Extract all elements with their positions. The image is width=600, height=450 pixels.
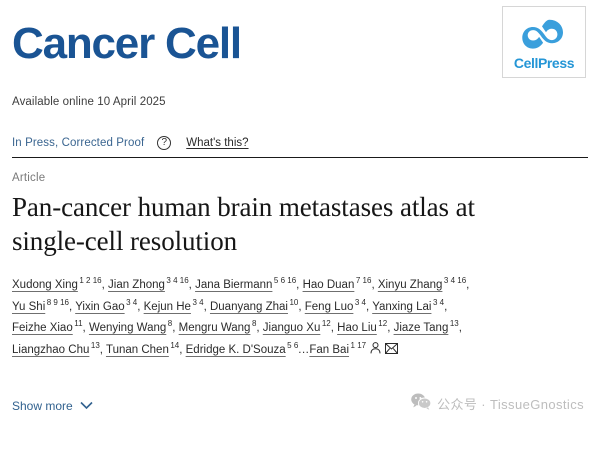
author-entry: Tunan Chen 14,	[105, 340, 186, 356]
author-separator: ,	[296, 279, 303, 292]
author-entry: Mengru Wang 8,	[178, 319, 263, 335]
author-name-link[interactable]: Liangzhao Chu	[12, 343, 90, 356]
author-entry: Yanxing Lai 3 4,	[372, 297, 448, 313]
author-name-link[interactable]: Edridge K. D'Souza	[185, 343, 286, 356]
author-separator: ,	[366, 300, 373, 313]
author-entry: Kejun He 3 4,	[143, 297, 210, 313]
author-name-link[interactable]: Hao Duan	[302, 279, 355, 292]
author-name-link[interactable]: Kejun He	[143, 300, 191, 313]
author-name-link[interactable]: Hao Liu	[337, 322, 377, 335]
author-name-link[interactable]: Xudong Xing	[12, 279, 78, 292]
author-separator: ,	[188, 279, 196, 292]
page-title: Pan-cancer human brain metastases atlas …	[12, 192, 475, 257]
author-name-link[interactable]: Wenying Wang	[88, 322, 167, 335]
whats-this-link[interactable]: What's this?	[186, 137, 249, 149]
author-entry: Xinyu Zhang 3 4 16,	[377, 276, 470, 292]
author-separator: ,	[444, 300, 448, 313]
author-entry: Yixin Gao 3 4,	[75, 297, 144, 313]
author-entry: Xudong Xing 1 2 16,	[12, 276, 109, 292]
status-badge: In Press, Corrected Proof	[12, 137, 145, 149]
author-line: Feizhe Xiao 11, Wenying Wang 8, Mengru Wan…	[12, 318, 588, 340]
cellpress-wordmark: CellPress	[513, 54, 575, 71]
author-separator: ,	[99, 343, 106, 356]
author-entry: Wenying Wang 8,	[88, 319, 179, 335]
author-entry: Hao Duan 7 16,	[302, 276, 378, 292]
show-more-label: Show more	[12, 399, 73, 413]
author-line: Liangzhao Chu 13, Tunan Chen 14, Edridge K…	[12, 340, 588, 363]
journal-title[interactable]: Cancer Cell	[12, 19, 242, 68]
author-entry: Duanyang Zhai 10,	[209, 297, 305, 313]
author-entry: Fan Bai 1 17	[309, 340, 367, 356]
author-entry: Edridge K. D'Souza 5 6...	[185, 340, 310, 356]
author-profile-icon[interactable]	[370, 341, 381, 363]
author-separator: ,	[458, 322, 462, 335]
author-name-link[interactable]: Jian Zhong	[108, 279, 165, 292]
author-separator: ,	[466, 279, 470, 292]
author-separator: ,	[371, 279, 378, 292]
author-separator: ,	[179, 343, 186, 356]
author-separator: ,	[172, 322, 179, 335]
author-entry: Feng Luo 3 4,	[304, 297, 373, 313]
author-entry: Jiaze Tang 13,	[393, 319, 462, 335]
available-online-text: Available online 10 April 2025	[12, 96, 166, 108]
author-name-link[interactable]: Tunan Chen	[105, 343, 169, 356]
author-name-link[interactable]: Xinyu Zhang	[377, 279, 443, 292]
article-type-label: Article	[12, 172, 46, 184]
watermark-text: 公众号 · TissueGnostics	[437, 396, 584, 412]
publication-status-row: In Press, Corrected Proof ? What's this?	[12, 133, 588, 153]
author-separator: ,	[69, 300, 76, 313]
author-separator: ,	[137, 300, 144, 313]
author-name-link[interactable]: Duanyang Zhai	[209, 300, 288, 313]
author-separator: ,	[82, 322, 89, 335]
wechat-icon	[411, 393, 432, 413]
author-list: Xudong Xing 1 2 16, Jian Zhong 3 4 16, Jan…	[12, 275, 588, 362]
author-name-link[interactable]: Yanxing Lai	[372, 300, 432, 313]
chevron-down-icon	[80, 399, 93, 413]
author-separator: ,	[101, 279, 109, 292]
author-name-link[interactable]: Feizhe Xiao	[12, 322, 73, 335]
cellpress-logo[interactable]: CellPress	[502, 6, 586, 78]
author-separator: ,	[298, 300, 305, 313]
author-name-link[interactable]: Yixin Gao	[75, 300, 125, 313]
question-circle-icon[interactable]: ?	[157, 136, 172, 150]
author-entry: Jianguo Xu 12,	[262, 319, 338, 335]
author-name-link[interactable]: Feng Luo	[304, 300, 354, 313]
author-separator: ,	[256, 322, 263, 335]
author-name-link[interactable]: Mengru Wang	[178, 322, 251, 335]
author-entry: Liangzhao Chu 13,	[12, 340, 106, 356]
author-entry: Jian Zhong 3 4 16,	[108, 276, 196, 292]
header-divider	[12, 157, 588, 158]
author-entry: Yu Shi 8 9 16,	[12, 297, 76, 313]
show-more-button[interactable]: Show more	[12, 399, 93, 413]
author-name-link[interactable]: Jiaze Tang	[393, 322, 449, 335]
author-separator: ,	[330, 322, 338, 335]
author-separator: ,	[203, 300, 210, 313]
author-line: Xudong Xing 1 2 16, Jian Zhong 3 4 16, Jan…	[12, 275, 588, 297]
author-line: Yu Shi 8 9 16, Yixin Gao 3 4, Kejun He 3 4,…	[12, 297, 588, 319]
author-name-link[interactable]: Jana Biermann	[195, 279, 273, 292]
author-entry: Feizhe Xiao 11,	[12, 319, 89, 335]
author-separator: ,	[387, 322, 394, 335]
author-name-link[interactable]: Jianguo Xu	[262, 322, 321, 335]
author-entry: Hao Liu 12,	[337, 319, 394, 335]
author-entry: Jana Biermann 5 6 16,	[195, 276, 303, 292]
envelope-icon[interactable]	[385, 341, 399, 363]
author-name-link[interactable]: Fan Bai	[309, 343, 350, 356]
wechat-watermark: 公众号 · TissueGnostics	[411, 393, 584, 413]
journal-masthead: Cancer Cell CellPress	[12, 0, 588, 92]
cellpress-infinity-mark	[522, 19, 563, 49]
author-name-link[interactable]: Yu Shi	[12, 300, 46, 313]
author-separator: ...	[298, 343, 310, 356]
